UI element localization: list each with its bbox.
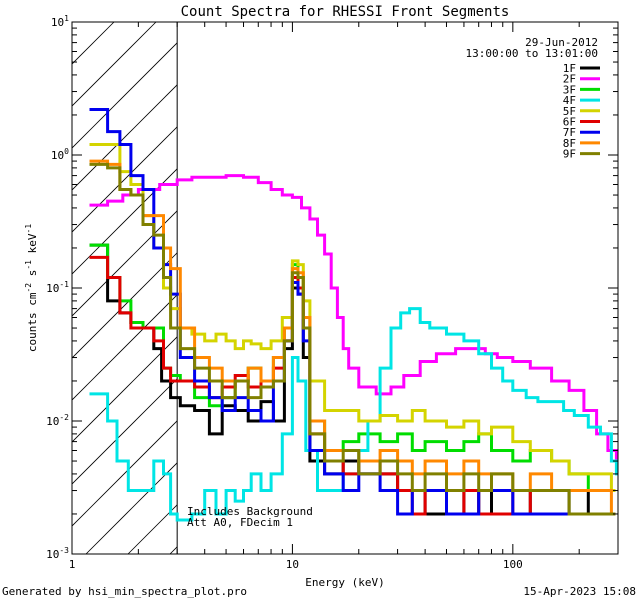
hatch-line [72,126,178,233]
y-tick-label: 10-3 [46,546,69,561]
atten-note: Att A0, FDecim 1 [187,516,293,529]
legend-label: 6F [563,116,576,129]
legend-label: 2F [563,73,576,86]
legend-label: 1F [563,62,576,75]
footer-timestamp: 15-Apr-2023 15:08 [523,585,636,598]
series-5F-line [89,143,616,492]
chart-title: Count Spectra for RHESSI Front Segments [181,4,510,20]
legend-label: 4F [563,94,576,107]
x-tick-label: 1 [69,558,76,571]
hatch-line [72,420,178,527]
legend-label: 8F [563,137,576,150]
hatch-line [72,84,178,191]
y-tick-label: 10-1 [46,280,69,295]
hatch-line [85,462,178,554]
y-axis-label: counts cm-2 s-1 keV-1 [24,224,39,352]
series-7F-line [89,108,616,516]
legend-label: 5F [563,105,576,118]
series-9F-line [89,162,616,516]
x-tick-label: 10 [286,558,299,571]
legend-label: 3F [563,83,576,96]
x-tick-label: 100 [503,558,523,571]
hatch-line [72,42,178,149]
y-tick-label: 101 [51,14,69,29]
series-4F-line [89,307,618,522]
axes: 1 10 100 10-3 10-2 10-1 100 101 [46,14,618,571]
background-note: Includes Background [187,505,313,518]
hatch-line [72,378,178,485]
svg-text:counts cm-2 s-1 keV-1: counts cm-2 s-1 keV-1 [24,224,39,352]
y-tick-label: 10-2 [46,413,69,428]
hatch-line [72,252,178,359]
footer-generated-by: Generated by hsi_min_spectra_plot.pro [2,585,247,598]
legend-label: 9F [563,148,576,161]
y-tick-label: 100 [51,147,69,162]
hatch-line [632,22,640,554]
series-2F-line [89,174,618,463]
x-axis-label: Energy (keV) [305,576,384,589]
hatch-line [72,210,178,317]
legend-label: 7F [563,126,576,139]
time-range-annotation: 13:00:00 to 13:01:00 [466,47,598,60]
series-6F-line [89,255,616,516]
date-annotation: 29-Jun-2012 [525,36,598,49]
series-8F-line [89,159,616,516]
series-layer [89,108,618,522]
hatched-region [72,22,640,554]
